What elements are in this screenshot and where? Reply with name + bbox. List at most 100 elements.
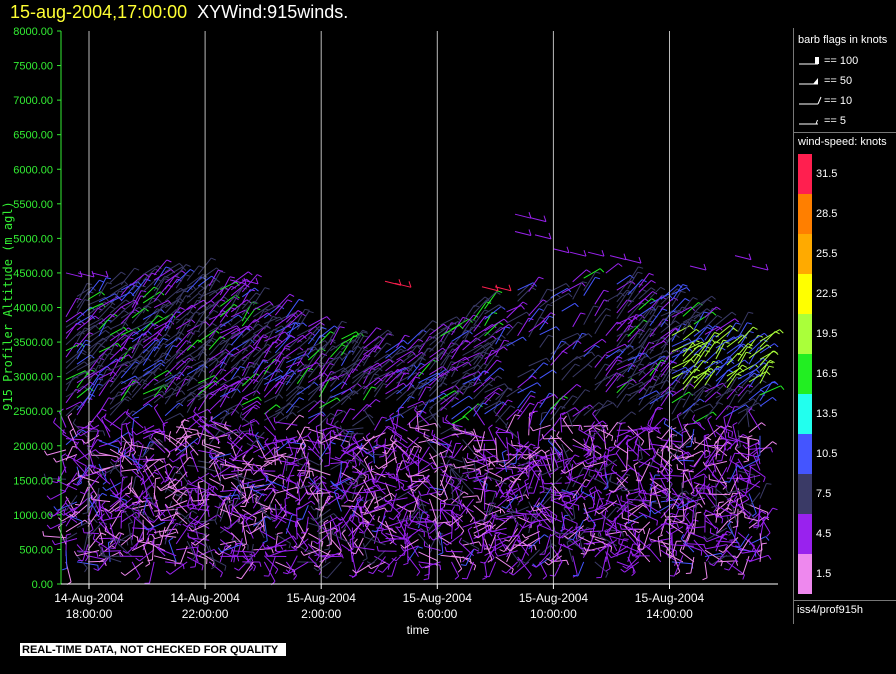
wind-barb — [151, 531, 177, 540]
wind-barb — [562, 415, 574, 434]
wind-barb — [131, 285, 146, 302]
wind-barb — [219, 276, 235, 296]
wind-barb — [232, 506, 254, 521]
y-tick-label: 1000.00 — [13, 510, 53, 522]
wind-barb — [241, 323, 263, 338]
wind-barb — [239, 411, 254, 426]
wind-barb — [65, 351, 86, 369]
wind-barb — [98, 380, 115, 397]
wind-barb — [264, 394, 284, 403]
wind-barb — [517, 375, 537, 389]
wind-barb — [319, 553, 344, 559]
wind-barb — [409, 483, 419, 507]
wind-barb — [601, 506, 618, 520]
wind-barb — [164, 402, 184, 417]
wind-barb — [232, 538, 243, 556]
wind-barb — [418, 328, 435, 342]
wind-barb — [349, 561, 364, 578]
wind-barb — [307, 326, 327, 345]
wind-barb — [187, 532, 210, 541]
wind-barb — [208, 368, 227, 385]
wind-barb — [101, 551, 122, 557]
barb-legend-label: == 10 — [824, 95, 853, 107]
wind-barb — [75, 441, 89, 460]
wind-barb — [120, 375, 140, 385]
wind-barb — [63, 508, 78, 524]
colorbar-swatch — [798, 434, 812, 474]
wind-barb — [451, 491, 469, 505]
colorbar-swatch — [798, 274, 812, 314]
wind-barb — [506, 387, 524, 398]
wind-barb — [164, 512, 181, 534]
wind-barb — [423, 541, 441, 551]
wind-barb — [412, 491, 430, 505]
x-axis-label: time — [407, 623, 430, 637]
wind-barb — [511, 506, 529, 514]
wind-barb — [572, 351, 596, 361]
wind-barb — [208, 556, 227, 571]
wind-barb — [135, 549, 155, 562]
wind-barb — [348, 496, 364, 510]
wind-barb — [737, 402, 763, 414]
wind-barb — [484, 491, 497, 513]
wind-barb — [208, 545, 216, 570]
wind-barb — [164, 390, 186, 399]
wind-barb — [76, 339, 91, 353]
wind-barb — [176, 546, 200, 552]
wind-barb — [371, 466, 386, 483]
wind-barb — [144, 561, 155, 584]
wind-barb — [65, 349, 87, 364]
wind-barb — [426, 514, 441, 527]
wind-barb — [340, 438, 364, 450]
wind-barb — [208, 286, 228, 297]
wind-barb — [98, 371, 117, 379]
wind-barb — [389, 412, 397, 434]
wind-barb — [352, 365, 375, 379]
wind-barb — [313, 561, 331, 572]
wind-barb — [263, 493, 276, 510]
wind-barb — [46, 520, 67, 530]
wind-barb — [319, 397, 341, 409]
wind-barb — [164, 337, 183, 348]
wind-barb — [175, 285, 197, 294]
wind-barb — [382, 438, 397, 455]
wind-barb — [87, 279, 105, 295]
wind-barb — [285, 310, 303, 323]
wind-barb — [407, 329, 428, 345]
wind-barb — [418, 320, 438, 336]
wind-barb — [219, 408, 235, 426]
wind-barb — [395, 468, 401, 492]
wind-barb — [318, 395, 336, 414]
colorbar-entry: 7.5 — [794, 474, 896, 514]
wind-barb — [693, 411, 717, 424]
wind-barb — [230, 366, 246, 380]
colorbar-entry: 1.5 — [794, 554, 896, 594]
wind-barb — [90, 490, 100, 511]
colorbar-swatch — [798, 154, 812, 194]
wind-barb — [515, 431, 521, 452]
wind-barb — [340, 408, 355, 424]
wind-barb — [358, 514, 375, 534]
wind-barb — [61, 453, 67, 473]
wind-barb — [363, 488, 386, 494]
wind-barb — [285, 391, 304, 407]
wind-barb — [336, 482, 353, 500]
wind-barb — [550, 292, 573, 304]
wind-barb — [374, 332, 394, 347]
wind-barb — [221, 473, 243, 480]
wind-barb — [385, 345, 406, 359]
wind-barb — [444, 546, 463, 553]
wind-barb — [131, 305, 152, 324]
barb-symbol-icon — [799, 78, 818, 85]
wind-barb — [299, 452, 309, 477]
wind-barb — [76, 371, 99, 384]
y-tick-label: 2500.00 — [13, 406, 53, 418]
wind-barb — [189, 512, 210, 530]
wind-barb — [219, 354, 237, 375]
wind-barb — [131, 330, 152, 343]
wind-barb — [363, 367, 383, 379]
wind-barb — [324, 494, 342, 505]
wind-barb — [286, 360, 305, 369]
wind-barb — [307, 543, 320, 561]
wind-barb — [385, 520, 395, 545]
